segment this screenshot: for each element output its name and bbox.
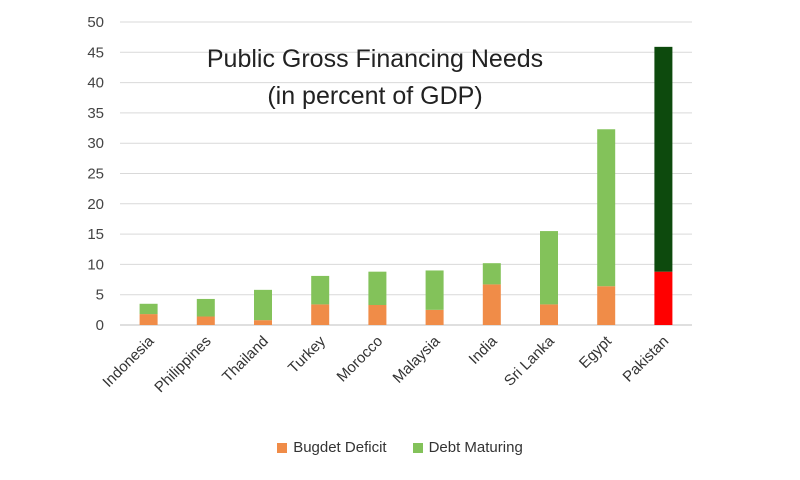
bar-debt-egypt [597,129,616,287]
bar-deficit-indonesia [139,314,158,325]
legend-label-debt: Debt Maturing [428,439,523,456]
bar-deficit-morocco [368,305,387,325]
bar-debt-turkey [311,275,330,305]
bar-deficit-malaysia [425,309,444,325]
y-tick-label: 30 [87,135,104,152]
legend-swatch-debt [412,442,423,453]
y-axis-ticks: 0 5 10 15 20 25 30 35 40 45 50 [87,14,104,334]
legend-item-debt: Debt Maturing [412,439,523,456]
y-tick-label: 50 [87,14,104,31]
bar-deficit-thailand [254,320,272,325]
y-tick-label: 25 [87,166,104,183]
y-tick-label: 40 [87,75,104,92]
x-tick-label: Indonesia [99,332,157,390]
bar-debt-malaysia [425,270,444,310]
bar-debt-india [482,263,501,285]
legend-swatch-deficit [277,442,288,453]
y-tick-label: 10 [87,256,104,273]
legend: Bugdet Deficit Debt Maturing [0,439,800,456]
bar-deficit-turkey [311,304,330,325]
x-tick-label: Sri Lanka [501,332,558,389]
bar-debt-indonesia [139,303,158,315]
bar-deficit-philippines [196,316,215,325]
y-tick-label: 5 [96,287,104,304]
x-tick-label: Thailand [219,333,272,386]
gridlines [120,21,692,326]
bar-debt-sri-lanka [540,231,558,305]
bar-debt-morocco [368,271,387,306]
bars [139,46,673,325]
x-tick-label: Philippines [151,333,214,396]
x-tick-label: Malaysia [390,332,444,386]
chart-title-line2: (in percent of GDP) [267,82,483,110]
bar-deficit-pakistan [654,271,673,325]
x-tick-label: India [466,332,501,367]
legend-label-deficit: Bugdet Deficit [293,439,387,456]
x-tick-label: Turkey [285,332,329,376]
y-tick-label: 0 [96,317,104,334]
y-tick-label: 35 [87,105,104,122]
x-tick-label: Egypt [576,332,616,372]
y-tick-label: 15 [87,226,104,243]
bar-deficit-sri-lanka [540,304,558,325]
bar-debt-pakistan [654,46,673,272]
chart-title-line1: Public Gross Financing Needs [206,45,544,73]
x-tick-label: Pakistan [620,333,673,386]
bar-debt-philippines [196,298,215,317]
x-tick-label: Morocco [334,333,387,386]
bar-debt-thailand [254,289,272,321]
legend-item-deficit: Bugdet Deficit [277,439,387,456]
bar-deficit-india [482,284,501,325]
y-tick-label: 45 [87,44,104,61]
y-tick-label: 20 [87,196,104,213]
bar-deficit-egypt [597,286,616,325]
